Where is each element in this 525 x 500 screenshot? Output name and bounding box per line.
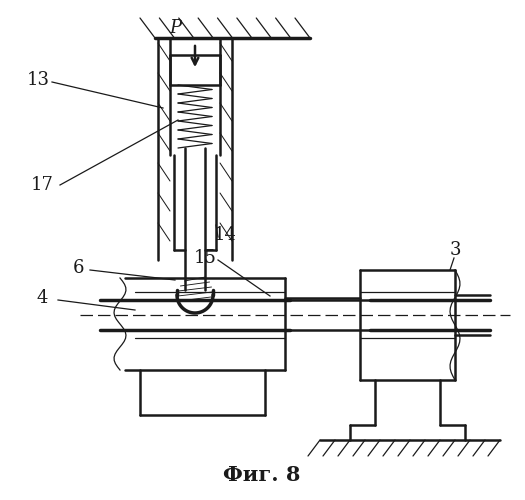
Text: 6: 6 bbox=[72, 259, 84, 277]
Text: 15: 15 bbox=[194, 249, 216, 267]
Text: 17: 17 bbox=[30, 176, 54, 194]
Text: 14: 14 bbox=[214, 226, 236, 244]
Text: 13: 13 bbox=[26, 71, 49, 89]
Text: 4: 4 bbox=[36, 289, 48, 307]
Text: Фиг. 8: Фиг. 8 bbox=[223, 465, 301, 485]
Text: 3: 3 bbox=[449, 241, 461, 259]
Text: P: P bbox=[169, 19, 181, 37]
